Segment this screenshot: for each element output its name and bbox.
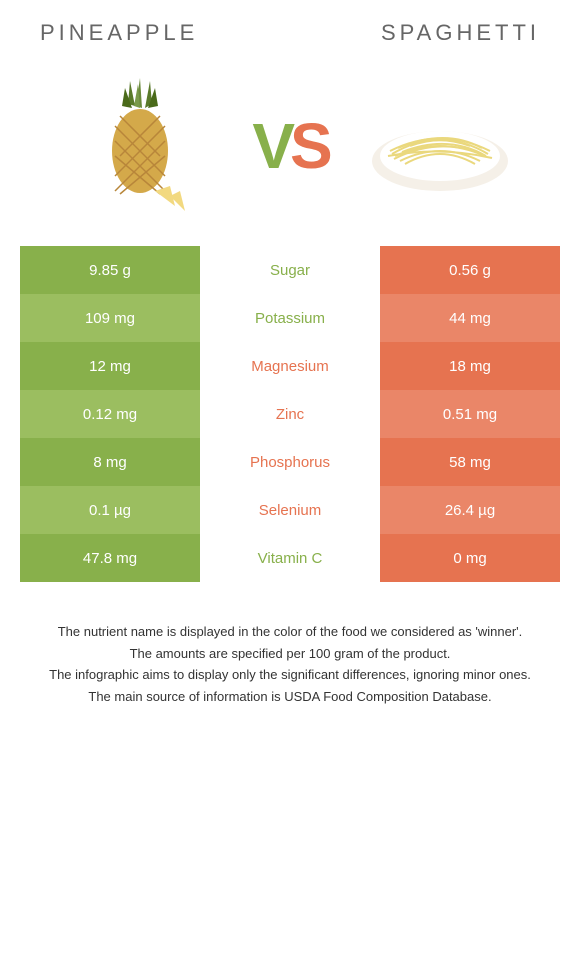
right-food-title: Spaghetti bbox=[381, 20, 540, 46]
nutrient-label: Sugar bbox=[200, 246, 380, 294]
footnote-line: The main source of information is USDA F… bbox=[40, 687, 540, 707]
right-value: 0 mg bbox=[380, 534, 560, 582]
left-value: 8 mg bbox=[20, 438, 200, 486]
right-value: 26.4 µg bbox=[380, 486, 560, 534]
footnote-line: The nutrient name is displayed in the co… bbox=[40, 622, 540, 642]
table-row: 47.8 mgVitamin C0 mg bbox=[20, 534, 560, 582]
nutrient-table: 9.85 gSugar0.56 g109 mgPotassium44 mg12 … bbox=[20, 246, 560, 582]
right-value: 0.51 mg bbox=[380, 390, 560, 438]
right-value: 18 mg bbox=[380, 342, 560, 390]
footnote-line: The infographic aims to display only the… bbox=[40, 665, 540, 685]
right-value: 0.56 g bbox=[380, 246, 560, 294]
left-value: 0.1 µg bbox=[20, 486, 200, 534]
pineapple-image bbox=[70, 76, 210, 216]
left-value: 12 mg bbox=[20, 342, 200, 390]
nutrient-label: Potassium bbox=[200, 294, 380, 342]
footnote-line: The amounts are specified per 100 gram o… bbox=[40, 644, 540, 664]
nutrient-label: Magnesium bbox=[200, 342, 380, 390]
left-value: 109 mg bbox=[20, 294, 200, 342]
nutrient-label: Vitamin C bbox=[200, 534, 380, 582]
table-row: 8 mgPhosphorus58 mg bbox=[20, 438, 560, 486]
table-row: 0.1 µgSelenium26.4 µg bbox=[20, 486, 560, 534]
table-row: 12 mgMagnesium18 mg bbox=[20, 342, 560, 390]
right-value: 58 mg bbox=[380, 438, 560, 486]
table-row: 109 mgPotassium44 mg bbox=[20, 294, 560, 342]
vs-v: V bbox=[252, 110, 290, 182]
nutrient-label: Phosphorus bbox=[200, 438, 380, 486]
left-value: 0.12 mg bbox=[20, 390, 200, 438]
spaghetti-image bbox=[370, 76, 510, 216]
footnotes: The nutrient name is displayed in the co… bbox=[20, 622, 560, 706]
right-value: 44 mg bbox=[380, 294, 560, 342]
vs-s: S bbox=[290, 110, 328, 182]
left-food-title: PINEAPPLE bbox=[40, 20, 198, 46]
vs-label: VS bbox=[252, 109, 327, 183]
table-row: 0.12 mgZinc0.51 mg bbox=[20, 390, 560, 438]
nutrient-label: Selenium bbox=[200, 486, 380, 534]
nutrient-label: Zinc bbox=[200, 390, 380, 438]
left-value: 9.85 g bbox=[20, 246, 200, 294]
left-value: 47.8 mg bbox=[20, 534, 200, 582]
table-row: 9.85 gSugar0.56 g bbox=[20, 246, 560, 294]
